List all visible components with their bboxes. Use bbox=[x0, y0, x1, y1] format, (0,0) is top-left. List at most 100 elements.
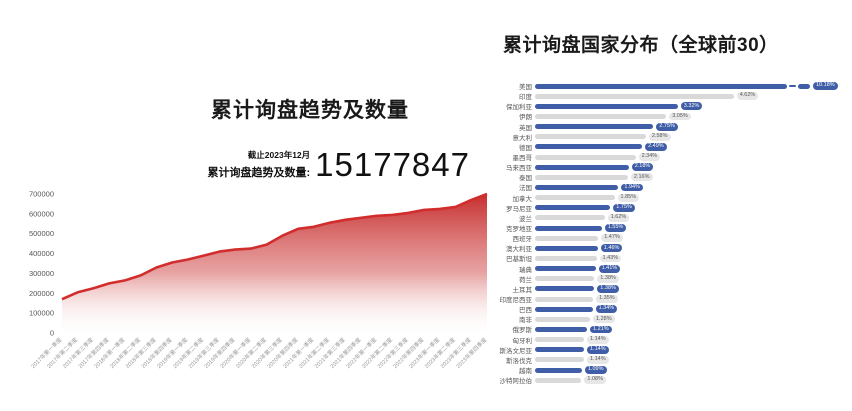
bar-segment bbox=[535, 124, 654, 130]
bar-track: 1.46% bbox=[535, 244, 623, 253]
bar-row: 印度 4.62% bbox=[496, 91, 852, 101]
bar-row: 波兰 1.62% bbox=[496, 213, 852, 223]
right-chart-title: 累计询盘国家分布（全球前30） bbox=[503, 35, 779, 56]
bar-value-badge: 1.38% bbox=[597, 274, 619, 283]
bar-row: 斯洛文尼亚 1.14% bbox=[496, 345, 852, 355]
bar-track: 1.08% bbox=[535, 376, 606, 385]
y-axis-tick: 500000 bbox=[29, 229, 54, 238]
bar-segment bbox=[535, 195, 615, 201]
bar-row-label: 斯洛伐克 bbox=[506, 357, 532, 365]
bar-track: 1.21% bbox=[535, 325, 612, 334]
bar-segment bbox=[535, 276, 595, 282]
bar-segment bbox=[535, 326, 587, 332]
bar-value-badge: 1.43% bbox=[599, 254, 622, 263]
bar-track: 1.41% bbox=[535, 264, 621, 273]
bar-track: 2.49% bbox=[535, 142, 667, 151]
y-axis-tick: 200000 bbox=[29, 289, 54, 298]
bar-segment bbox=[535, 296, 594, 302]
bar-row: 俄罗斯 1.21% bbox=[496, 324, 852, 334]
bar-segment bbox=[535, 174, 628, 180]
bar-row-label: 越南 bbox=[519, 368, 532, 375]
bar-row-label: 意大利 bbox=[512, 134, 533, 142]
bar-segment bbox=[535, 134, 646, 140]
bar-row-label: 波兰 bbox=[519, 215, 532, 223]
bar-segment bbox=[535, 245, 598, 251]
bar-value-badge: 1.46% bbox=[600, 244, 623, 253]
bar-track: 1.14% bbox=[535, 345, 609, 354]
bar-row: 墨西哥 2.34% bbox=[496, 152, 852, 162]
bar-row: 罗马尼亚 1.75% bbox=[496, 203, 852, 213]
bar-track: 1.28% bbox=[535, 315, 615, 324]
bar-value-badge: 3.32% bbox=[680, 102, 703, 111]
bar-row-label: 印度 bbox=[519, 94, 532, 102]
bar-row-label: 巴基斯坦 bbox=[506, 256, 532, 264]
bar-value-badge: 1.75% bbox=[613, 203, 635, 212]
bar-row: 匈牙利 1.14% bbox=[496, 335, 852, 345]
bar-row-label: 荷兰 bbox=[519, 276, 532, 284]
bar-track: 1.55% bbox=[535, 224, 627, 232]
bar-segment bbox=[535, 154, 636, 160]
bar-row: 意大利 2.58% bbox=[496, 132, 852, 142]
bar-row: 印度尼西亚 1.35% bbox=[496, 294, 852, 304]
bar-segment bbox=[535, 255, 597, 261]
bar-track: 1.94% bbox=[535, 183, 643, 192]
bar-row-label: 斯洛文尼亚 bbox=[499, 347, 533, 355]
bar-segment bbox=[535, 347, 584, 353]
bar-track: 3.05% bbox=[535, 112, 691, 121]
bar-row: 德国 2.49% bbox=[496, 142, 852, 152]
bar-value-badge: 3.05% bbox=[669, 112, 691, 121]
bar-segment bbox=[535, 337, 584, 343]
y-axis-tick: 400000 bbox=[29, 249, 54, 258]
y-axis-tick: 300000 bbox=[29, 269, 54, 278]
bar-segment bbox=[535, 103, 678, 109]
bar-value-badge: 1.14% bbox=[587, 345, 609, 354]
bar-value-badge: 2.34% bbox=[638, 153, 661, 161]
total-annotation-labels: 截止2023年12月 累计询盘趋势及数量: bbox=[208, 149, 311, 180]
bar-value-badge: 1.34% bbox=[595, 305, 618, 314]
bar-row: 克罗地亚 1.55% bbox=[496, 223, 852, 233]
bar-value-badge: 1.14% bbox=[587, 335, 609, 344]
bar-row: 斯洛伐克 1.14% bbox=[496, 355, 852, 365]
bar-row: 法国 1.94% bbox=[496, 182, 852, 192]
bar-row: 澳大利亚 1.46% bbox=[496, 243, 852, 253]
bar-row-label: 英国 bbox=[519, 124, 532, 132]
bar-track: 1.09% bbox=[535, 366, 607, 374]
bar-track: 2.18% bbox=[535, 163, 654, 172]
bar-row: 南非 1.28% bbox=[496, 314, 852, 324]
area-chart: 0 100000 200000 300000 400000 500000 600000 700… bbox=[29, 190, 489, 370]
bar-row-label: 罗马尼亚 bbox=[506, 205, 532, 213]
bar-row-label: 土耳其 bbox=[512, 286, 533, 294]
bar-value-badge: 1.85% bbox=[617, 193, 640, 202]
bar-row: 美国 10.18% bbox=[496, 81, 852, 91]
bar-value-badge: 1.21% bbox=[590, 325, 612, 334]
bar-segment bbox=[798, 83, 810, 89]
bar-track: 1.14% bbox=[535, 355, 609, 364]
bar-track: 1.35% bbox=[535, 295, 618, 303]
bar-row-label: 德国 bbox=[519, 144, 532, 152]
country-bar-list: 美国 10.18% 印度 4.62% 保加利亚 3.32% 伊朗 3.05% 英国 2.75% 意大… bbox=[496, 81, 852, 385]
bar-track: 2.34% bbox=[535, 153, 661, 161]
bar-row: 越南 1.09% bbox=[496, 365, 852, 375]
bar-row: 加拿大 1.85% bbox=[496, 193, 852, 203]
bar-track: 2.75% bbox=[535, 122, 678, 131]
bar-segment bbox=[535, 266, 596, 272]
bar-track: 1.47% bbox=[535, 234, 623, 243]
bar-value-badge: 1.62% bbox=[607, 213, 630, 222]
bar-value-badge: 1.28% bbox=[593, 315, 615, 324]
bar-value-badge: 1.38% bbox=[597, 284, 619, 293]
bar-row-label: 南非 bbox=[519, 317, 532, 325]
bar-track: 2.58% bbox=[535, 132, 671, 141]
bar-segment bbox=[535, 377, 582, 383]
bar-segment bbox=[535, 113, 667, 119]
bar-segment bbox=[535, 184, 619, 190]
y-axis-tick: 600000 bbox=[29, 209, 54, 218]
bar-row: 荷兰 1.38% bbox=[496, 274, 852, 284]
bar-value-badge: 4.62% bbox=[736, 92, 759, 101]
area-line bbox=[61, 192, 488, 301]
area-fill bbox=[62, 194, 487, 333]
bar-row: 保加利亚 3.32% bbox=[496, 101, 852, 111]
bar-segment bbox=[535, 215, 605, 221]
bar-value-badge: 2.49% bbox=[645, 142, 667, 151]
bar-track: 10.18% bbox=[535, 82, 838, 90]
